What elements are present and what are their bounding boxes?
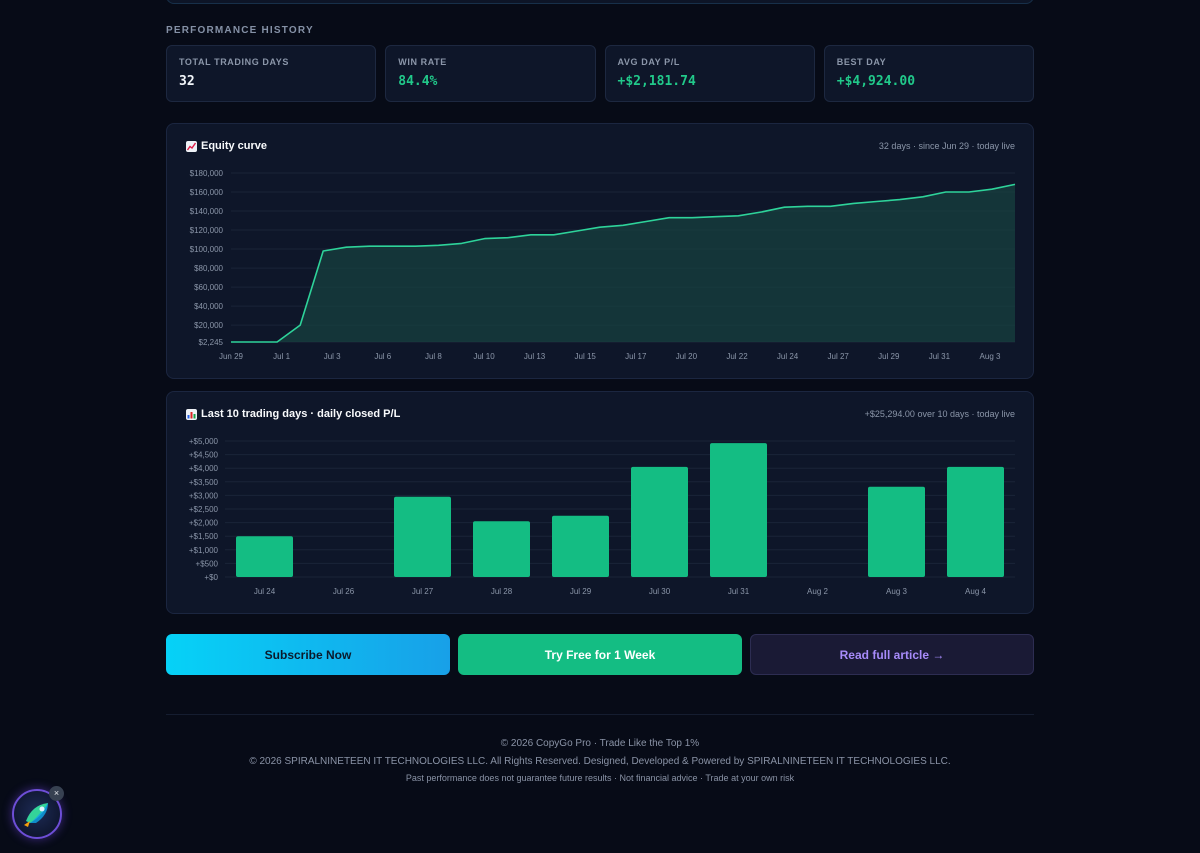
bars-x-tick-label: Jul 29: [570, 587, 592, 596]
equity-x-tick-label: Jul 13: [524, 352, 546, 361]
previous-card-edge: [166, 0, 1034, 4]
equity-y-tick-label: $160,000: [190, 188, 224, 197]
footer-copyright: © 2026 CopyGo Pro · Trade Like the Top 1…: [500, 738, 700, 749]
bars-y-tick-label: +$1,500: [189, 532, 219, 541]
equity-curve-meta: 32 days · since Jun 29 · today live: [878, 141, 1015, 151]
equity-x-tick-label: Jul 31: [929, 352, 951, 361]
stat-label: TOTAL TRADING DAYS: [179, 57, 289, 67]
pl-bar: [473, 521, 530, 577]
bars-x-tick-label: Jul 28: [491, 587, 513, 596]
pl-bar: [631, 466, 688, 577]
stat-value: 84.4%: [398, 74, 438, 89]
equity-y-tick-label: $2,245: [199, 338, 224, 347]
equity-x-tick-label: Jul 27: [828, 352, 850, 361]
equity-x-tick-label: Jul 20: [676, 352, 698, 361]
equity-x-tick-label: Jul 24: [777, 352, 799, 361]
footer-company-credit: © 2026 SPIRALNINETEEN IT TECHNOLOGIES LL…: [249, 756, 951, 767]
daily-pl-title: Last 10 trading days · daily closed P/L: [186, 408, 400, 420]
equity-x-tick-label: Jul 3: [324, 352, 341, 361]
equity-x-tick-label: Jul 6: [374, 352, 391, 361]
bars-x-tick-label: Aug 4: [965, 587, 986, 596]
stat-total-trading-days: TOTAL TRADING DAYS 32: [166, 45, 377, 102]
pl-bar: [394, 496, 451, 577]
equity-y-tick-label: $180,000: [190, 169, 224, 178]
daily-pl-card: +$0 +$500 +$1,000 +$1,500 +$2,000 +$2,500 +$3,…: [166, 391, 1034, 614]
equity-y-tick-label: $20,000: [194, 321, 223, 330]
stat-label: AVG DAY P/L: [617, 57, 680, 67]
stat-value: 32: [179, 74, 195, 89]
stats-row: TOTAL TRADING DAYS 32 WIN RATE 84.4% AVG…: [166, 45, 1034, 102]
bars-x-tick-label: Jul 27: [412, 587, 434, 596]
footer-disclaimer: Past performance does not guarantee futu…: [405, 773, 795, 783]
bars-y-tick-label: +$2,500: [189, 505, 219, 514]
bars-x-tick-label: Aug 2: [807, 587, 828, 596]
bars-x-tick-label: Jul 31: [728, 587, 750, 596]
equity-y-tick-label: $40,000: [194, 302, 223, 311]
stat-label: WIN RATE: [398, 57, 447, 67]
bars-y-tick-label: +$1,000: [189, 546, 219, 555]
bar-chart-icon: [186, 408, 197, 420]
equity-y-tick-label: $80,000: [194, 264, 223, 273]
equity-x-tick-label: Jun 29: [219, 352, 244, 361]
footer-divider: [166, 714, 1034, 715]
close-widget-button[interactable]: ×: [49, 786, 64, 801]
bars-y-tick-label: +$2,000: [189, 519, 219, 528]
equity-y-tick-label: $120,000: [190, 226, 224, 235]
equity-x-tick-label: Jul 8: [425, 352, 442, 361]
section-title: PERFORMANCE HISTORY: [166, 25, 314, 36]
assistant-avatar-icon: [24, 803, 48, 827]
bars-y-tick-label: +$3,000: [189, 491, 219, 500]
equity-y-tick-label: $140,000: [190, 207, 224, 216]
equity-line: [231, 183, 1016, 343]
daily-pl-meta: +$25,294.00 over 10 days · today live: [864, 409, 1015, 419]
equity-y-tick-label: $60,000: [194, 283, 223, 292]
read-full-article-button[interactable]: Read full article →: [750, 634, 1034, 675]
bars-x-tick-label: Jul 26: [333, 587, 355, 596]
bars-y-tick-label: +$3,500: [189, 478, 219, 487]
bars-x-tick-label: Aug 3: [886, 587, 907, 596]
bars-x-tick-label: Jul 24: [254, 587, 276, 596]
chart-increasing-icon: [186, 140, 197, 152]
equity-curve-title: Equity curve: [186, 140, 267, 152]
equity-curve-card: $2,245 $20,000 $40,000 $60,000 $80,000 $100,0…: [166, 123, 1034, 379]
pl-bar: [710, 443, 767, 577]
pl-bar: [868, 486, 925, 577]
try-free-button[interactable]: Try Free for 1 Week: [458, 634, 742, 675]
pl-bar: [236, 536, 293, 577]
stat-label: BEST DAY: [836, 57, 887, 67]
equity-x-tick-label: Jul 1: [273, 352, 290, 361]
equity-curve-title-text: Equity curve: [201, 140, 268, 152]
bars-x-tick-label: Jul 30: [649, 587, 671, 596]
pl-bar: [552, 515, 609, 577]
equity-x-tick-label: Jul 22: [726, 352, 748, 361]
equity-area-fill: [231, 184, 1015, 342]
bars-y-tick-label: +$4,500: [189, 451, 219, 460]
equity-curve-chart: $2,245 $20,000 $40,000 $60,000 $80,000 $100,0…: [190, 169, 1016, 361]
daily-pl-chart: +$0 +$500 +$1,000 +$1,500 +$2,000 +$2,500 +$3,…: [189, 437, 1015, 596]
equity-x-tick-label: Jul 17: [625, 352, 647, 361]
equity-y-tick-label: $100,000: [190, 245, 224, 254]
stat-value: +$2,181.74: [617, 74, 696, 89]
equity-x-tick-label: Jul 15: [575, 352, 597, 361]
subscribe-now-button[interactable]: Subscribe Now: [166, 634, 450, 675]
bars-y-tick-label: +$500: [196, 559, 219, 568]
equity-x-tick-label: Jul 29: [878, 352, 900, 361]
bars-y-tick-label: +$0: [204, 573, 218, 582]
bars-y-tick-label: +$5,000: [189, 437, 219, 446]
daily-pl-title-text: Last 10 trading days · daily closed P/L: [201, 408, 401, 420]
equity-x-tick-label: Aug 3: [980, 352, 1001, 361]
equity-x-tick-label: Jul 10: [473, 352, 495, 361]
stat-avg-day-pl: AVG DAY P/L +$2,181.74: [604, 45, 815, 102]
stat-best-day: BEST DAY +$4,924.00: [823, 45, 1034, 102]
stat-win-rate: WIN RATE 84.4%: [385, 45, 596, 102]
stat-value: +$4,924.00: [836, 74, 916, 89]
bars-y-tick-label: +$4,000: [189, 464, 219, 473]
pl-bar: [947, 466, 1004, 577]
